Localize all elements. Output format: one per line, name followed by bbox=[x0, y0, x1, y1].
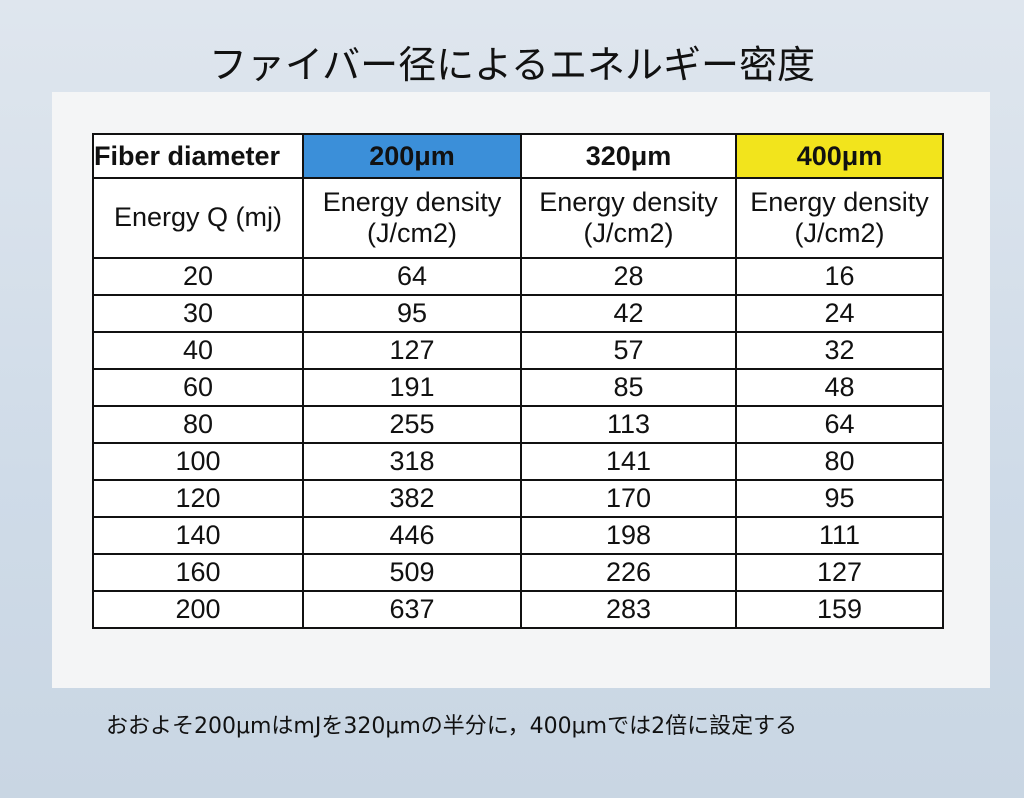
subheader-cell: Energy density (J/cm2) bbox=[302, 177, 522, 259]
data-cell: 20 bbox=[92, 257, 304, 296]
data-row: 30 95 42 24 bbox=[92, 294, 944, 333]
data-cell: 141 bbox=[520, 442, 737, 481]
data-cell: 16 bbox=[735, 257, 944, 296]
data-row: 100 318 141 80 bbox=[92, 442, 944, 481]
subheader-row: Energy Q (mj) Energy density (J/cm2) Energ… bbox=[92, 177, 944, 259]
data-cell: 637 bbox=[302, 590, 522, 629]
subheader-cell: Energy density (J/cm2) bbox=[735, 177, 944, 259]
energy-table: Fiber diameter 200μm 320μm 400μm Energy Q (m… bbox=[92, 133, 944, 629]
data-cell: 226 bbox=[520, 553, 737, 592]
data-row: 60 191 85 48 bbox=[92, 368, 944, 407]
header-cell: Fiber diameter bbox=[92, 133, 304, 179]
data-cell: 198 bbox=[520, 516, 737, 555]
data-cell: 40 bbox=[92, 331, 304, 370]
data-cell: 80 bbox=[92, 405, 304, 444]
data-cell: 191 bbox=[302, 368, 522, 407]
data-cell: 509 bbox=[302, 553, 522, 592]
data-cell: 160 bbox=[92, 553, 304, 592]
data-cell: 111 bbox=[735, 516, 944, 555]
header-cell: 400μm bbox=[735, 133, 944, 179]
data-cell: 113 bbox=[520, 405, 737, 444]
data-row: 80 255 113 64 bbox=[92, 405, 944, 444]
data-cell: 95 bbox=[735, 479, 944, 518]
data-cell: 446 bbox=[302, 516, 522, 555]
data-cell: 95 bbox=[302, 294, 522, 333]
header-row: Fiber diameter 200μm 320μm 400μm bbox=[92, 133, 944, 179]
data-row: 200 637 283 159 bbox=[92, 590, 944, 629]
data-cell: 48 bbox=[735, 368, 944, 407]
data-cell: 382 bbox=[302, 479, 522, 518]
data-row: 40 127 57 32 bbox=[92, 331, 944, 370]
data-cell: 80 bbox=[735, 442, 944, 481]
data-cell: 24 bbox=[735, 294, 944, 333]
data-row: 20 64 28 16 bbox=[92, 257, 944, 296]
data-cell: 318 bbox=[302, 442, 522, 481]
data-cell: 30 bbox=[92, 294, 304, 333]
data-cell: 140 bbox=[92, 516, 304, 555]
data-row: 140 446 198 111 bbox=[92, 516, 944, 555]
data-cell: 42 bbox=[520, 294, 737, 333]
data-cell: 127 bbox=[735, 553, 944, 592]
data-row: 120 382 170 95 bbox=[92, 479, 944, 518]
data-cell: 64 bbox=[735, 405, 944, 444]
data-cell: 283 bbox=[520, 590, 737, 629]
data-cell: 170 bbox=[520, 479, 737, 518]
data-cell: 32 bbox=[735, 331, 944, 370]
data-cell: 28 bbox=[520, 257, 737, 296]
data-cell: 159 bbox=[735, 590, 944, 629]
data-cell: 200 bbox=[92, 590, 304, 629]
subheader-cell: Energy density (J/cm2) bbox=[520, 177, 737, 259]
subheader-cell: Energy Q (mj) bbox=[92, 177, 304, 259]
data-cell: 127 bbox=[302, 331, 522, 370]
data-cell: 57 bbox=[520, 331, 737, 370]
data-cell: 100 bbox=[92, 442, 304, 481]
data-cell: 64 bbox=[302, 257, 522, 296]
header-cell: 200μm bbox=[302, 133, 522, 179]
data-cell: 60 bbox=[92, 368, 304, 407]
data-cell: 85 bbox=[520, 368, 737, 407]
header-cell: 320μm bbox=[520, 133, 737, 179]
data-cell: 120 bbox=[92, 479, 304, 518]
footnote: おおよそ200μmはmJを320μmの半分に，400μmでは2倍に設定する bbox=[106, 714, 798, 739]
table-body: Fiber diameter 200μm 320μm 400μm Energy Q (m… bbox=[92, 133, 944, 629]
data-row: 160 509 226 127 bbox=[92, 553, 944, 592]
slide-title: ファイバー径によるエネルギー密度 bbox=[208, 43, 816, 87]
data-cell: 255 bbox=[302, 405, 522, 444]
